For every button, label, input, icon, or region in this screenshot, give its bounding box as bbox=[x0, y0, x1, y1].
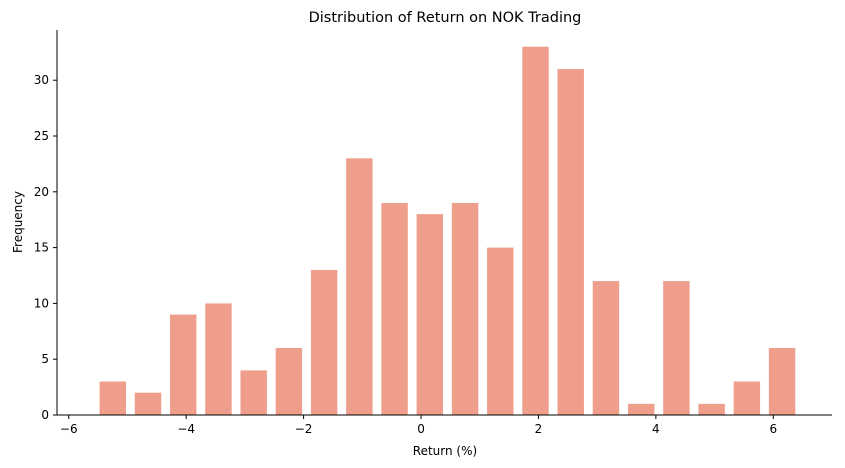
bar bbox=[557, 69, 584, 415]
bar bbox=[451, 202, 479, 415]
y-tick-label: 30 bbox=[34, 73, 49, 87]
bar bbox=[663, 281, 690, 415]
bar bbox=[346, 158, 373, 415]
y-axis-title: Frequency bbox=[11, 191, 25, 253]
x-tick-label: −2 bbox=[295, 422, 313, 436]
chart-title: Distribution of Return on NOK Trading bbox=[309, 10, 582, 26]
y-tick-label: 20 bbox=[34, 185, 49, 199]
bar bbox=[205, 303, 232, 415]
y-tick-label: 15 bbox=[34, 241, 49, 255]
bar bbox=[381, 202, 408, 415]
bars-group bbox=[99, 46, 796, 416]
bar bbox=[275, 348, 303, 415]
bar bbox=[487, 247, 514, 415]
x-tick-label: −4 bbox=[177, 422, 195, 436]
bar bbox=[170, 314, 197, 415]
y-tick-label: 10 bbox=[34, 296, 49, 310]
bar bbox=[592, 281, 620, 415]
x-tick-label: 2 bbox=[535, 422, 543, 436]
x-tick-label: 0 bbox=[417, 422, 425, 436]
bar bbox=[310, 269, 338, 415]
bar bbox=[698, 403, 725, 415]
y-tick-label: 5 bbox=[41, 352, 49, 366]
bar bbox=[522, 46, 549, 416]
x-axis-title: Return (%) bbox=[413, 444, 477, 458]
bar bbox=[733, 381, 761, 415]
bar bbox=[134, 392, 162, 415]
y-tick-label: 25 bbox=[34, 129, 49, 143]
x-axis-ticks: −6 −4 −2 0 2 4 6 bbox=[60, 415, 777, 436]
bar bbox=[99, 381, 126, 415]
y-axis-ticks: 0 5 10 15 20 25 30 bbox=[34, 73, 57, 422]
bar bbox=[627, 403, 655, 415]
bar bbox=[416, 214, 444, 415]
y-tick-label: 0 bbox=[41, 408, 49, 422]
x-tick-label: 6 bbox=[769, 422, 777, 436]
bar bbox=[240, 370, 267, 415]
bar bbox=[768, 348, 796, 415]
x-tick-label: −6 bbox=[60, 422, 78, 436]
x-tick-label: 4 bbox=[652, 422, 660, 436]
